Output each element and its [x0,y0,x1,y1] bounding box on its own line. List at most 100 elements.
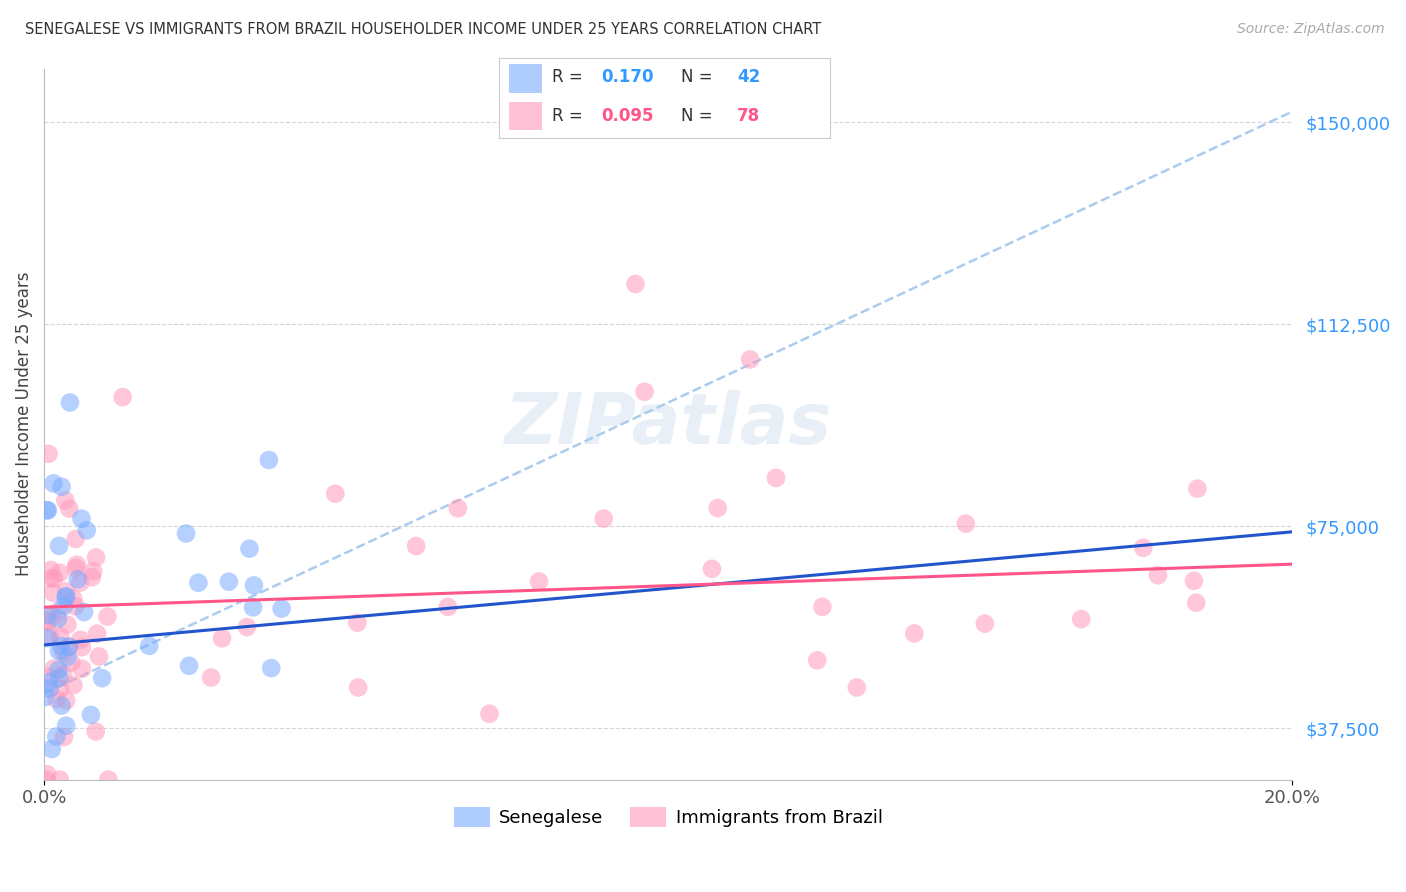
Point [811,599,834,614]
Point [242,600,264,615]
Point [633,384,655,399]
Point [48,604,70,618]
Point [39,628,62,642]
Point [56,617,79,632]
Point [55,590,77,604]
Bar [509,64,543,93]
Point [55,590,77,604]
Point [70,662,93,676]
Point [58,640,80,654]
Text: N =: N = [681,69,713,87]
Point [238,541,260,556]
Point [346,615,368,630]
Point [51,480,73,494]
Point [270,601,292,615]
Point [1132,541,1154,555]
Text: 0.095: 0.095 [602,107,654,125]
Point [91,671,114,685]
Point [37,767,59,781]
Point [624,277,647,291]
Point [955,516,977,531]
Point [1185,596,1208,610]
Point [45,730,67,744]
Point [49,681,72,696]
Point [86,626,108,640]
Point [55,719,77,733]
Point [84,550,107,565]
Point [700,562,723,576]
Point [55,584,77,599]
Point [97,772,120,787]
Point [257,453,280,467]
Point [48,644,70,658]
Point [87,649,110,664]
Point [187,575,209,590]
Point [592,511,614,525]
Point [42,661,65,675]
Point [73,605,96,619]
Point [34,690,56,705]
Point [37,631,59,645]
Point [347,681,370,695]
Point [1182,574,1205,588]
Text: ZIPatlas: ZIPatlas [505,390,832,458]
Point [177,658,200,673]
Point [51,698,73,713]
Point [49,629,72,643]
Point [42,476,65,491]
Point [52,730,75,744]
Point [65,561,87,575]
Point [1187,482,1209,496]
Point [138,639,160,653]
Point [37,503,59,517]
Point [478,706,501,721]
Point [69,632,91,647]
Text: SENEGALESE VS IMMIGRANTS FROM BRAZIL HOUSEHOLDER INCOME UNDER 25 YEARS CORRELATI: SENEGALESE VS IMMIGRANTS FROM BRAZIL HOU… [25,22,821,37]
Point [48,671,70,685]
Point [903,626,925,640]
Point [96,609,118,624]
Point [80,708,103,723]
Point [38,670,60,684]
Point [765,471,787,485]
Point [845,681,868,695]
Point [59,395,82,409]
Point [44,571,66,585]
Point [527,574,550,589]
Point [37,608,59,623]
Point [200,671,222,685]
Point [35,503,58,517]
Point [58,501,80,516]
Point [70,640,93,655]
Point [405,539,427,553]
Text: 0.170: 0.170 [602,69,654,87]
Point [706,501,728,516]
Point [52,645,75,659]
Point [80,570,103,584]
Point [51,639,73,653]
Y-axis label: Householder Income Under 25 years: Householder Income Under 25 years [15,272,32,576]
Point [65,599,87,614]
Point [62,678,84,692]
Point [66,558,89,572]
Text: Source: ZipAtlas.com: Source: ZipAtlas.com [1237,22,1385,37]
Point [806,653,828,667]
Point [55,693,77,707]
Point [260,661,283,675]
Bar [509,103,543,130]
Point [48,539,70,553]
Point [35,772,58,787]
Legend: Senegalese, Immigrants from Brazil: Senegalese, Immigrants from Brazil [447,799,890,835]
Point [111,390,134,404]
Point [37,615,59,629]
Point [39,563,62,577]
Point [46,663,69,677]
Point [53,599,76,613]
Text: R =: R = [553,69,588,87]
Point [38,674,60,689]
Point [52,667,75,681]
Point [740,352,762,367]
Point [174,526,197,541]
Point [45,692,67,706]
Point [69,575,91,590]
